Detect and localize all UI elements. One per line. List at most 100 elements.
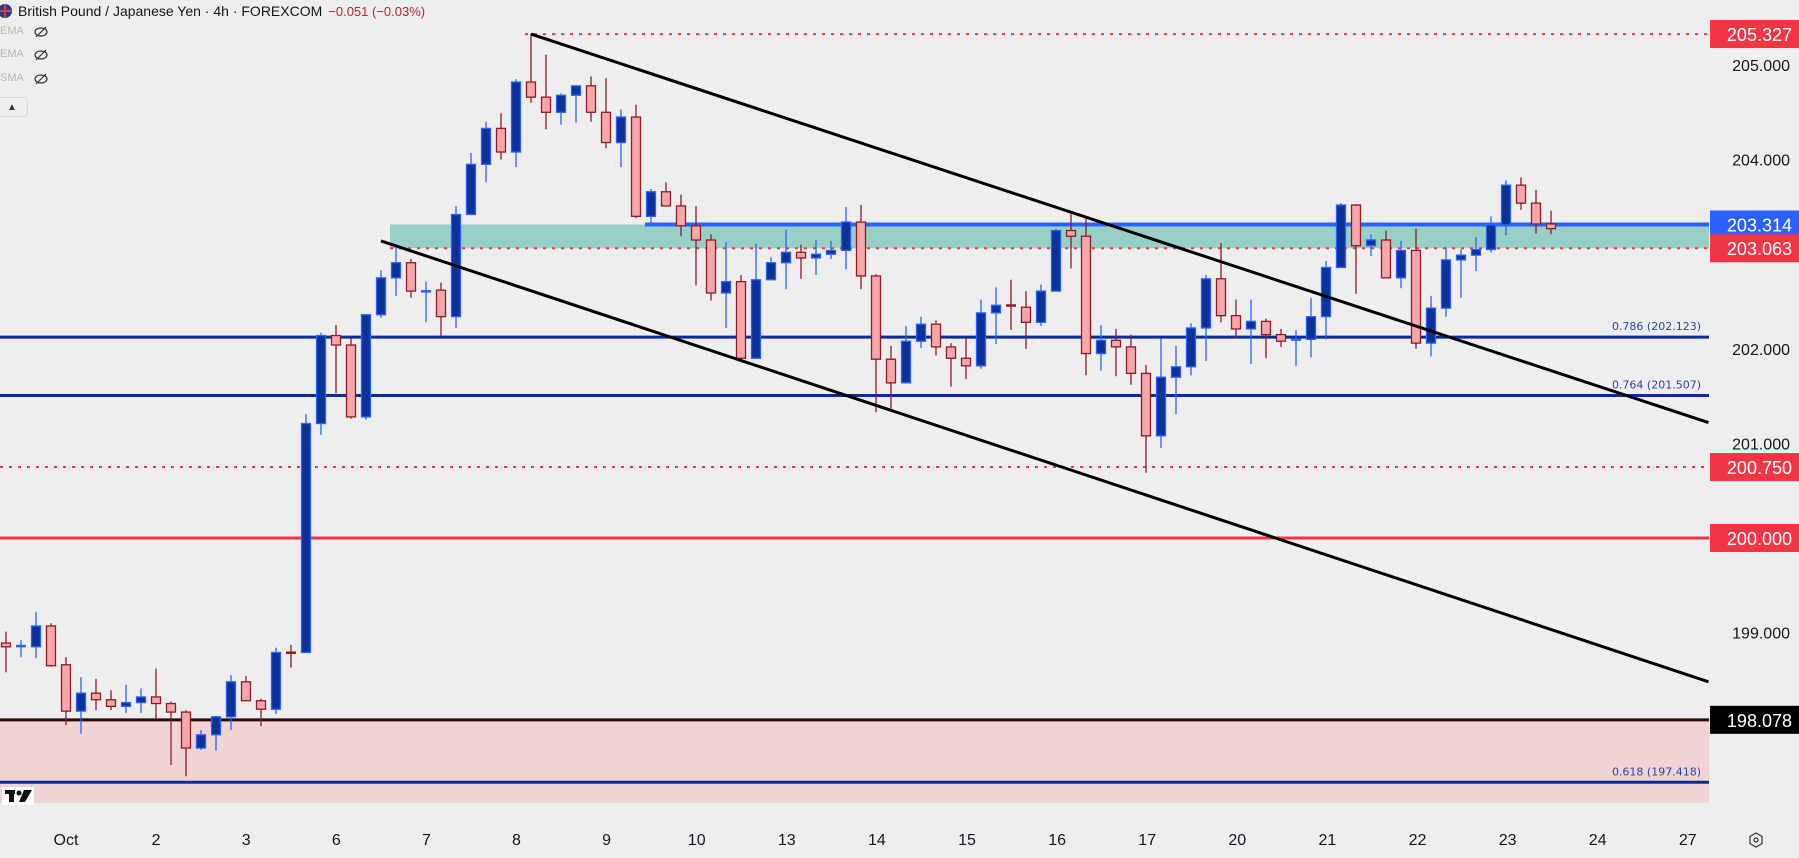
indicator-ema-2[interactable]: EMA [0, 48, 48, 61]
price-tag-label: 203.314 [1727, 215, 1792, 235]
candle-body [1365, 239, 1377, 247]
date-tick-label: 2 [152, 832, 161, 849]
candle-body [1095, 339, 1107, 355]
candle-body [855, 221, 867, 277]
candle-body [375, 277, 387, 316]
collapse-legend-button[interactable]: ▲ [0, 97, 28, 117]
candle-body [1380, 239, 1392, 279]
candle-body [1455, 254, 1467, 261]
trendline[interactable] [530, 32, 1709, 425]
zone [390, 224, 1709, 249]
price-tag [1710, 20, 1799, 49]
candle-body [405, 262, 417, 292]
candle-body [1320, 266, 1332, 318]
candle-body [135, 696, 147, 704]
gbp-flag-icon [0, 4, 12, 18]
candle-body [525, 81, 537, 98]
candle-body [60, 664, 72, 712]
candle-body [1545, 223, 1557, 230]
symbol-title[interactable]: British Pound / Japanese Yen · 4h · FORE… [18, 3, 323, 19]
candle-body [1440, 259, 1452, 309]
candle-body [540, 96, 552, 113]
date-tick-label: 27 [1679, 832, 1697, 849]
candle-body [150, 696, 162, 705]
candle-body [1170, 366, 1182, 378]
candle-body [660, 191, 672, 207]
candle-body [421, 290, 431, 293]
chevron-up-icon: ▲ [7, 101, 17, 113]
candle-body [180, 711, 192, 749]
candle-body [870, 275, 882, 360]
price-tag-label: 200.750 [1727, 458, 1792, 478]
candle-body [345, 344, 357, 418]
candle-body [885, 358, 897, 384]
candle-body [16, 644, 26, 648]
candle-body [780, 251, 792, 264]
candle-body [315, 334, 327, 425]
candle-body [735, 280, 747, 359]
candle-body [645, 191, 657, 218]
candle-body [495, 127, 507, 153]
eye-hidden-icon[interactable] [34, 26, 48, 38]
date-tick-label: 9 [602, 832, 611, 849]
candle-body [0, 642, 12, 648]
candle-body [30, 625, 42, 648]
price-tag-label: 200.000 [1727, 529, 1792, 549]
candle-body [255, 700, 267, 710]
indicator-sma[interactable]: SMA [0, 72, 48, 85]
candle-body [1260, 320, 1272, 336]
time-axis[interactable]: Oct 2 3 6 7 8 9 10 13 14 15 16 17 20 21 22 23 24 27 [54, 832, 1697, 849]
date-tick-label: 21 [1319, 832, 1337, 849]
candle-body [825, 249, 837, 255]
candle-body [1350, 204, 1362, 247]
eye-hidden-icon[interactable] [34, 49, 48, 61]
fib-level-label: 0.786 (202.123) [1612, 320, 1701, 333]
candle-body [1035, 290, 1047, 323]
date-tick-label: 17 [1138, 832, 1156, 849]
candle-body [1050, 229, 1062, 292]
indicator-ema-1[interactable]: EMA [0, 25, 48, 38]
tradingview-logo-icon[interactable] [2, 787, 34, 810]
candle-body [1515, 184, 1527, 204]
candle-body [465, 163, 477, 216]
candle-body [1125, 346, 1137, 375]
candle-body [360, 314, 372, 418]
candle-body [945, 346, 957, 359]
date-tick-label: 16 [1048, 832, 1066, 849]
candle-body [270, 651, 282, 710]
candle-body [1140, 372, 1152, 437]
candle-body [555, 94, 567, 113]
candle-body [900, 340, 912, 384]
candles [0, 34, 1557, 777]
candle-body [915, 323, 927, 342]
price-tag [1710, 524, 1799, 552]
candle-body [1500, 184, 1512, 226]
trendlines[interactable] [380, 32, 1709, 684]
zones [0, 224, 1709, 803]
price-axis[interactable]: 205.000 204.000 202.000 201.000 199.000 205.3… [1709, 0, 1799, 858]
candle-body [570, 85, 582, 96]
candle-body [720, 280, 732, 294]
candle-body [750, 279, 762, 359]
eye-hidden-icon[interactable] [34, 73, 48, 85]
price-tick-label: 205.000 [1732, 58, 1790, 75]
chart-settings-icon[interactable] [1748, 832, 1764, 853]
date-tick-label: Oct [54, 832, 79, 849]
candle-body [1080, 235, 1092, 355]
price-change: −0.051 (−0.03%) [328, 3, 426, 19]
candle-body [930, 323, 942, 348]
candle-body [810, 253, 822, 259]
trendline[interactable] [380, 239, 1709, 684]
candle-body [1230, 315, 1242, 330]
price-tick-label: 201.000 [1732, 436, 1790, 453]
fib-level-label: 0.764 (201.507) [1612, 378, 1701, 391]
chart-header: British Pound / Japanese Yen · 4h · FORE… [0, 1, 425, 21]
date-tick-label: 7 [422, 832, 431, 849]
candle-body [330, 334, 342, 346]
date-tick-label: 15 [958, 832, 976, 849]
candle-body [1485, 224, 1497, 251]
candle-body [1215, 278, 1227, 317]
date-tick-label: 10 [688, 832, 706, 849]
date-tick-label: 13 [778, 832, 796, 849]
